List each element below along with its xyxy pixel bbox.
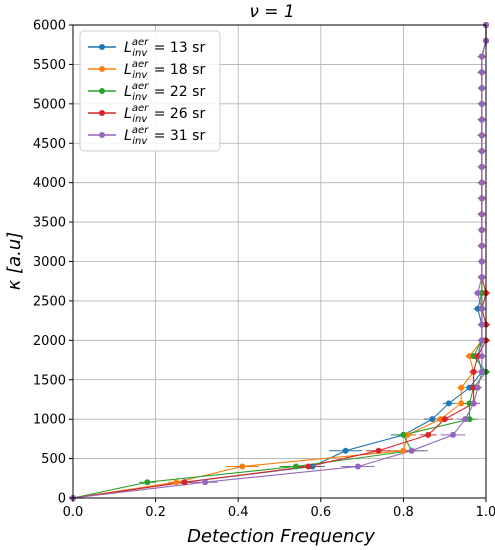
legend-marker xyxy=(99,44,105,50)
data-point xyxy=(478,305,485,312)
data-point xyxy=(239,463,246,470)
y-tick-label: 500 xyxy=(41,452,66,467)
y-axis-label: κ [a.u] xyxy=(4,232,25,291)
x-tick-label: 0.4 xyxy=(228,505,249,520)
data-point xyxy=(375,447,382,454)
data-point xyxy=(202,479,209,486)
data-point xyxy=(474,384,481,391)
data-point xyxy=(354,463,361,470)
y-tick-label: 1000 xyxy=(33,413,66,428)
axis-ticks: 0.0 0.2 0.4 0.6 0.8 1.0 0 500 1000 1500 2000 2500 30… xyxy=(33,19,495,521)
data-point xyxy=(144,479,151,486)
chart-title: ν = 1 xyxy=(249,2,294,22)
data-point xyxy=(466,384,473,391)
legend-label: Laer inv = 31 sr xyxy=(124,125,205,147)
data-point xyxy=(404,431,411,438)
y-tick-label: 6000 xyxy=(33,19,66,34)
data-point xyxy=(445,400,452,407)
data-point xyxy=(408,447,415,454)
y-tick-label: 4500 xyxy=(33,137,66,152)
data-point xyxy=(449,431,456,438)
data-point xyxy=(470,353,477,360)
data-point xyxy=(470,384,477,391)
data-point xyxy=(478,179,485,186)
data-point xyxy=(478,290,485,297)
data-point xyxy=(478,69,485,76)
data-point xyxy=(478,226,485,233)
x-tick-label: 0.8 xyxy=(393,505,414,520)
data-point xyxy=(478,132,485,139)
legend-label: Laer inv = 26 sr xyxy=(124,103,205,125)
data-point xyxy=(478,321,485,328)
data-point xyxy=(462,416,469,423)
data-point xyxy=(478,85,485,92)
data-point xyxy=(425,431,432,438)
y-tick-label: 0 xyxy=(58,492,66,507)
data-point xyxy=(429,416,436,423)
data-point xyxy=(474,353,481,360)
data-point xyxy=(478,100,485,107)
x-tick-label: 0.2 xyxy=(145,505,166,520)
legend-marker xyxy=(99,88,105,94)
data-point xyxy=(441,416,448,423)
data-point xyxy=(458,384,465,391)
y-tick-label: 5500 xyxy=(33,58,66,73)
data-point xyxy=(458,400,465,407)
data-point xyxy=(400,431,407,438)
data-point xyxy=(478,53,485,60)
data-point xyxy=(478,163,485,170)
legend-box xyxy=(79,30,221,152)
data-point xyxy=(478,258,485,265)
x-tick-label: 0.6 xyxy=(310,505,331,520)
y-tick-label: 3500 xyxy=(33,216,66,231)
data-point xyxy=(478,274,485,281)
legend-label: Laer inv = 13 sr xyxy=(124,37,205,59)
data-point xyxy=(478,353,485,360)
y-tick-label: 3000 xyxy=(33,255,66,270)
y-tick-label: 4000 xyxy=(33,176,66,191)
legend-marker xyxy=(99,110,105,116)
legend-marker xyxy=(99,66,105,72)
data-point xyxy=(474,305,481,312)
x-tick-label: 0.0 xyxy=(63,505,84,520)
data-point xyxy=(173,479,180,486)
data-point xyxy=(478,116,485,123)
data-point xyxy=(478,368,485,375)
legend-marker xyxy=(99,132,105,138)
data-point xyxy=(466,353,473,360)
data-point xyxy=(466,416,473,423)
data-point xyxy=(478,211,485,218)
legend-label: Laer inv = 22 sr xyxy=(124,81,205,103)
legend-label: Laer inv = 18 sr xyxy=(124,59,205,81)
data-point xyxy=(478,195,485,202)
data-point xyxy=(470,368,477,375)
data-points xyxy=(70,22,489,501)
y-tick-label: 2000 xyxy=(33,334,66,349)
data-point xyxy=(293,463,300,470)
x-tick-label: 1.0 xyxy=(476,505,495,520)
data-point xyxy=(466,400,473,407)
data-point xyxy=(437,416,444,423)
data-point xyxy=(181,479,188,486)
data-point xyxy=(400,447,407,454)
y-tick-label: 2500 xyxy=(33,294,66,309)
y-tick-label: 5000 xyxy=(33,97,66,112)
data-point xyxy=(470,400,477,407)
x-axis-label: Detection Frequency xyxy=(187,526,375,547)
y-tick-label: 1500 xyxy=(33,373,66,388)
data-point xyxy=(478,242,485,249)
data-point xyxy=(474,290,481,297)
data-point xyxy=(478,337,485,344)
data-point xyxy=(305,463,312,470)
data-point xyxy=(478,148,485,155)
data-point xyxy=(342,447,349,454)
data-point xyxy=(309,463,316,470)
